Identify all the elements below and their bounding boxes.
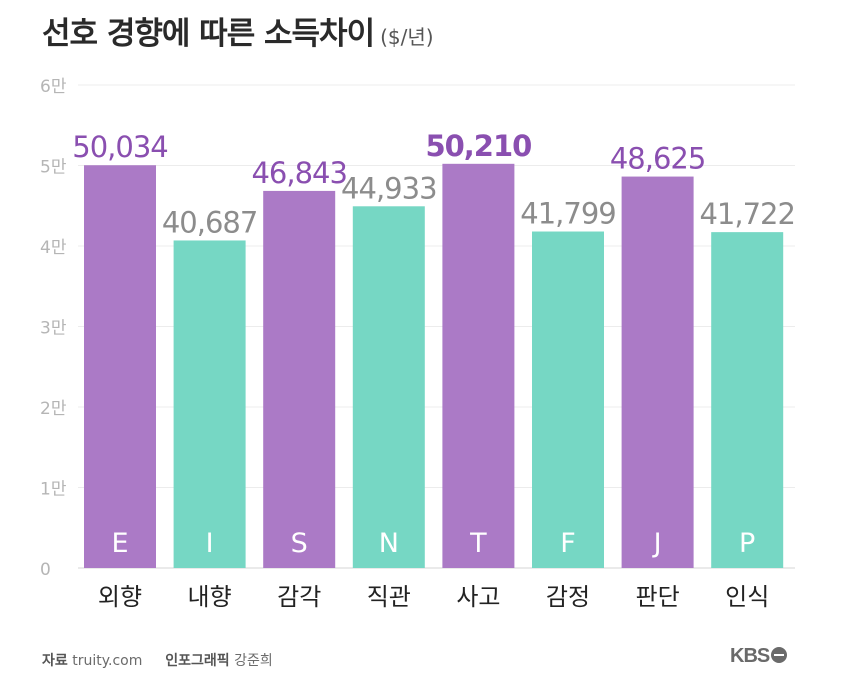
kbs-logo-icon: [771, 647, 788, 663]
value-label: 48,625: [610, 142, 705, 176]
bar-letter: N: [379, 528, 399, 559]
value-label: 40,687: [162, 205, 257, 239]
chart-title-unit: ($/년): [380, 25, 434, 49]
y-tick-label: 1만: [40, 480, 67, 500]
graphic-author: 강준희: [234, 653, 273, 669]
bar-j: [621, 176, 694, 568]
bar-t: [442, 163, 515, 568]
bar-i: [173, 240, 246, 568]
y-tick-label: 0: [40, 560, 51, 580]
y-tick-label: 5만: [40, 158, 67, 178]
value-label: 41,722: [699, 197, 794, 231]
kbs-logo: KBS: [730, 645, 788, 668]
graphic-label: 인포그래픽: [165, 653, 230, 669]
category-label: 직관: [367, 583, 411, 611]
bar-f: [532, 231, 604, 568]
category-label: 감정: [546, 583, 590, 611]
value-label: 50,210: [425, 129, 531, 163]
source-value: truity.com: [72, 653, 143, 669]
value-label: 41,799: [520, 197, 615, 231]
bar-letter: E: [111, 528, 128, 559]
kbs-logo-text: KBS: [730, 645, 770, 667]
category-label: 감각: [277, 583, 321, 611]
chart-title: 선호 경향에 따른 소득차이 ($/년): [42, 8, 434, 53]
bar-letter: J: [652, 528, 662, 559]
y-tick-label: 4만: [40, 238, 67, 258]
category-label: 판단: [636, 583, 680, 611]
value-label: 44,933: [341, 171, 436, 205]
bar-letter: S: [291, 528, 308, 559]
category-label: 사고: [456, 583, 500, 611]
bar-s: [263, 190, 336, 568]
bar-letter: I: [206, 528, 214, 559]
bar-n: [352, 206, 425, 568]
source-label: 자료: [42, 653, 68, 669]
chart-title-main: 선호 경향에 따른 소득차이: [42, 16, 375, 52]
value-label: 46,843: [251, 156, 346, 190]
category-label: 내향: [188, 583, 232, 611]
bar-letter: T: [469, 528, 487, 559]
bar-p: [711, 232, 784, 569]
bar-letter: P: [739, 528, 755, 559]
y-tick-label: 2만: [40, 399, 67, 419]
bar-e: [84, 165, 156, 568]
value-label: 50,034: [72, 130, 167, 164]
y-tick-label: 6만: [40, 77, 67, 97]
category-label: 인식: [725, 583, 769, 611]
footer-credits: 자료 truity.com 인포그래픽 강준희: [42, 650, 273, 670]
bar-letter: F: [560, 528, 576, 559]
bar-chart: 0 1만 2만 3만 4만 5만 6만 50,034 E 외향 40,687 I 내향 46,843 S 감각…: [40, 77, 796, 611]
category-label: 외향: [98, 583, 142, 611]
y-tick-label: 3만: [40, 319, 67, 339]
